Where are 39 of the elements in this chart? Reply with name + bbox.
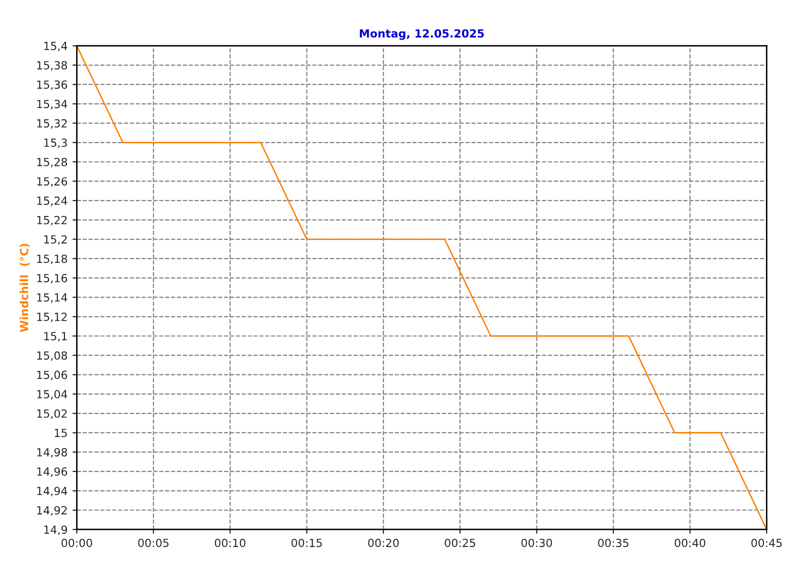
x-tick-label: 00:10 [214,538,246,548]
y-tick-label: 15,1 [44,332,67,342]
x-tick-label: 00:20 [368,538,399,548]
x-tick-label: 00:35 [598,538,628,548]
y-tick-label: 14,98 [37,448,68,458]
y-tick-label: 14,96 [37,467,68,477]
y-tick-label: 14,92 [37,506,67,516]
y-tick-label: 15,12 [37,312,67,322]
y-tick-label: 15,14 [37,293,68,303]
y-tick-label: 15,36 [37,80,68,90]
x-tick-label: 00:25 [444,538,476,548]
x-tick-label: 00:30 [521,538,552,548]
y-tick-label: 15,26 [37,177,68,187]
y-tick-label: 15,38 [37,61,68,71]
y-tick-label: 15,18 [37,254,68,264]
y-tick-label: 15,06 [37,370,68,380]
line-series [76,46,767,530]
x-tick-label: 00:40 [674,538,706,548]
x-tick-label: 00:45 [751,538,782,548]
y-tick-label: 15,3 [44,138,67,148]
y-tick-label: 14,9 [44,525,68,535]
x-tick-label: 00:00 [62,538,92,548]
y-tick-label: 15,16 [37,274,68,284]
y-tick-label: 15,22 [37,216,67,226]
x-tick-label: 00:05 [138,538,169,548]
y-tick-label: 15,28 [37,158,68,168]
y-tick-label: 15,08 [37,351,68,361]
y-tick-label: 15,34 [37,100,68,110]
y-axis-title: Windchill (°C) [20,244,30,332]
chart-title: Montag, 12.05.2025 [360,29,484,40]
y-tick-label: 15,04 [37,390,68,400]
y-tick-label: 15,4 [44,42,68,52]
y-tick-label: 15,24 [37,196,68,206]
y-tick-label: 15,32 [37,119,67,129]
y-tick-label: 15,02 [37,409,67,419]
x-tick-label: 00:15 [291,538,322,548]
y-tick-label: 14,94 [37,486,68,496]
y-tick-label: 15,2 [44,235,67,245]
y-tick-label: 15 [54,428,67,438]
